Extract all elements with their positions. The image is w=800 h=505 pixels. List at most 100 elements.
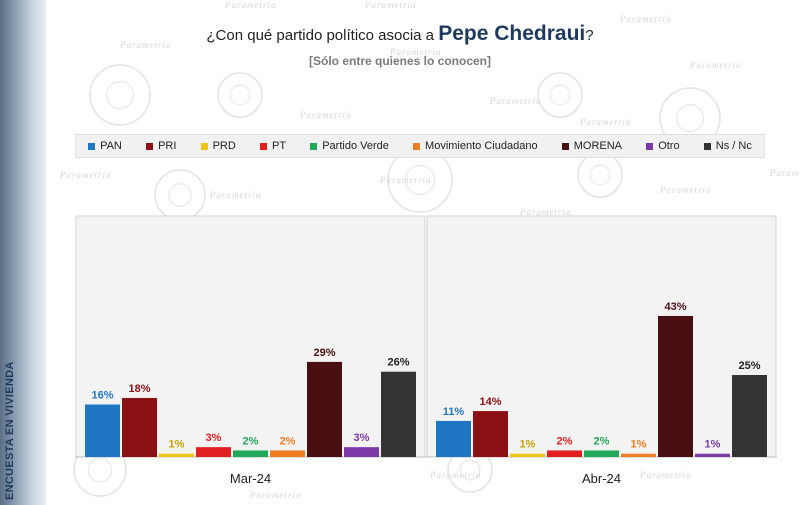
legend-label: PRI bbox=[158, 140, 177, 152]
watermark-text: Parametría bbox=[619, 14, 672, 24]
bar bbox=[159, 453, 194, 457]
watermark-text: Parametría bbox=[519, 207, 572, 217]
bar bbox=[658, 315, 693, 457]
legend-item: Ns / Nc bbox=[703, 140, 752, 152]
bar bbox=[584, 450, 619, 457]
watermark-text: Parametría bbox=[769, 168, 800, 178]
legend-swatch bbox=[561, 142, 569, 150]
watermark-circle bbox=[589, 164, 611, 186]
watermark-text: Parametría bbox=[364, 0, 417, 10]
bar bbox=[473, 411, 508, 457]
watermark-text: Parametría bbox=[59, 170, 112, 180]
data-label: 43% bbox=[664, 301, 686, 313]
data-label: 3% bbox=[206, 432, 222, 444]
data-label: 1% bbox=[705, 439, 721, 451]
legend-swatch bbox=[259, 142, 267, 150]
legend-label: PT bbox=[271, 140, 287, 152]
data-label: 1% bbox=[631, 439, 647, 451]
watermark-circle bbox=[537, 72, 583, 118]
data-label: 1% bbox=[169, 439, 185, 451]
legend-item: PT bbox=[259, 140, 287, 152]
legend-label: PRD bbox=[212, 140, 236, 152]
chart-subtitle: [Sólo entre quienes lo conocen] bbox=[308, 54, 492, 68]
data-label: 11% bbox=[443, 406, 465, 418]
watermark-text: Parametría bbox=[429, 470, 482, 480]
legend-label: Ns / Nc bbox=[715, 140, 752, 152]
legend-item: PRD bbox=[200, 140, 236, 152]
legend-swatch bbox=[88, 142, 96, 150]
bar bbox=[344, 447, 379, 457]
watermark-text: Parametría bbox=[379, 175, 432, 185]
watermark-text: Parametría bbox=[209, 190, 262, 200]
watermark-circle bbox=[217, 72, 263, 118]
watermark-text: Parametría bbox=[119, 40, 172, 50]
title-prefix: ¿Con qué partido político asocia a bbox=[206, 27, 439, 44]
legend-swatch bbox=[646, 142, 654, 150]
bar bbox=[85, 404, 120, 457]
legend-swatch bbox=[703, 142, 711, 150]
watermark-text: Parametría bbox=[299, 110, 352, 120]
legend-label: Otro bbox=[658, 140, 680, 152]
legend-item: Movimiento Ciudadano bbox=[413, 140, 538, 152]
data-label: 2% bbox=[280, 435, 296, 447]
data-label: 25% bbox=[738, 360, 760, 372]
legend-swatch bbox=[310, 142, 318, 150]
watermark-text: Parametría bbox=[659, 185, 712, 195]
legend-swatch bbox=[146, 142, 154, 150]
data-label: 18% bbox=[128, 383, 150, 395]
data-label: 2% bbox=[243, 435, 259, 447]
watermark-text: Parametría bbox=[579, 117, 632, 127]
bar bbox=[510, 453, 545, 457]
title-name: Pepe Chedraui bbox=[438, 22, 586, 45]
bar bbox=[436, 420, 471, 457]
legend-item: Partido Verde bbox=[310, 140, 389, 152]
watermark-text: Parametría bbox=[639, 470, 692, 480]
legend-swatch bbox=[413, 142, 421, 150]
category-label: Abr-24 bbox=[582, 471, 621, 486]
legend-swatch bbox=[200, 142, 208, 150]
legend-label: PAN bbox=[100, 140, 122, 152]
data-label: 1% bbox=[520, 439, 536, 451]
legend-label: Partido Verde bbox=[322, 140, 389, 152]
title-suffix: ? bbox=[585, 27, 594, 44]
chart-title: ¿Con qué partido político asocia a Pepe … bbox=[0, 22, 800, 46]
data-label: 3% bbox=[354, 432, 370, 444]
data-label: 2% bbox=[557, 435, 573, 447]
bar bbox=[122, 397, 157, 457]
data-label: 26% bbox=[387, 357, 409, 369]
bar bbox=[270, 450, 305, 457]
bar bbox=[381, 371, 416, 457]
watermark-text: Parametría bbox=[489, 96, 542, 106]
watermark-circle bbox=[87, 457, 113, 483]
bar bbox=[621, 453, 656, 457]
data-label: 29% bbox=[313, 347, 335, 359]
legend-item: Otro bbox=[646, 140, 680, 152]
bar bbox=[196, 447, 231, 457]
watermark-text: Parametría bbox=[224, 0, 277, 10]
legend-label: MORENA bbox=[573, 140, 623, 152]
watermark-circle bbox=[459, 459, 481, 481]
data-label: 16% bbox=[91, 390, 113, 402]
watermark-circle bbox=[168, 183, 192, 207]
legend-item: PRI bbox=[146, 140, 176, 152]
watermark-circle bbox=[675, 103, 705, 133]
legend-item: PAN bbox=[88, 140, 122, 152]
bar bbox=[233, 450, 268, 457]
bar bbox=[732, 375, 767, 457]
watermark-text: Parametría bbox=[689, 60, 742, 70]
watermark-text: Parametría bbox=[389, 47, 442, 57]
side-decorative-strip bbox=[0, 0, 46, 505]
data-label: 14% bbox=[479, 396, 501, 408]
watermark-circle bbox=[105, 80, 135, 110]
legend-label: Movimiento Ciudadano bbox=[425, 140, 538, 152]
data-label: 2% bbox=[594, 435, 610, 447]
watermark-circle bbox=[405, 165, 436, 196]
watermark-circle bbox=[549, 84, 571, 106]
watermark-circle bbox=[89, 64, 151, 126]
category-label: Mar-24 bbox=[230, 471, 271, 486]
bar bbox=[307, 361, 342, 457]
legend-item: MORENA bbox=[561, 140, 623, 152]
watermark-text: Parametría bbox=[249, 490, 302, 500]
bar bbox=[547, 450, 582, 457]
